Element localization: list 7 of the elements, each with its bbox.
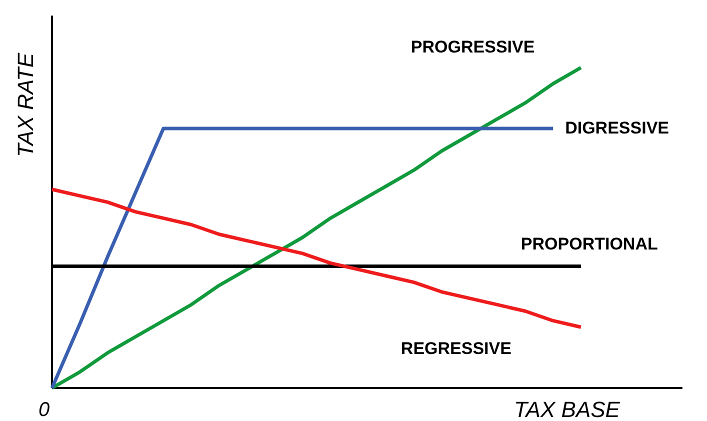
text: 0 xyxy=(38,399,50,421)
x-axis-title: TAX BASE xyxy=(514,397,620,421)
series-label: REGRESSIVE xyxy=(400,339,512,358)
y-axis-title: TAX RATE xyxy=(13,52,38,158)
series-label: PROGRESSIVE xyxy=(410,38,535,57)
series-label: PROPORTIONAL xyxy=(520,234,658,254)
series-label: DIGRESSIVE xyxy=(565,118,670,138)
